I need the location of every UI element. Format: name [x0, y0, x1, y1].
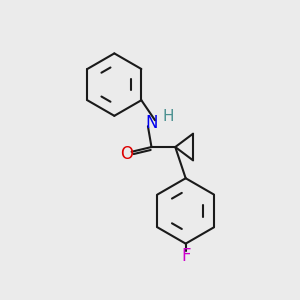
Text: O: O — [120, 145, 133, 163]
Text: N: N — [145, 114, 158, 132]
Text: H: H — [163, 109, 174, 124]
Text: F: F — [181, 247, 190, 265]
